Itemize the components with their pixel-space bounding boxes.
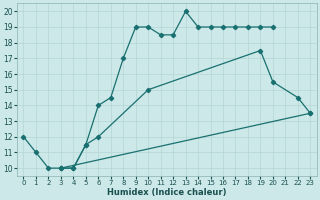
X-axis label: Humidex (Indice chaleur): Humidex (Indice chaleur) bbox=[107, 188, 227, 197]
